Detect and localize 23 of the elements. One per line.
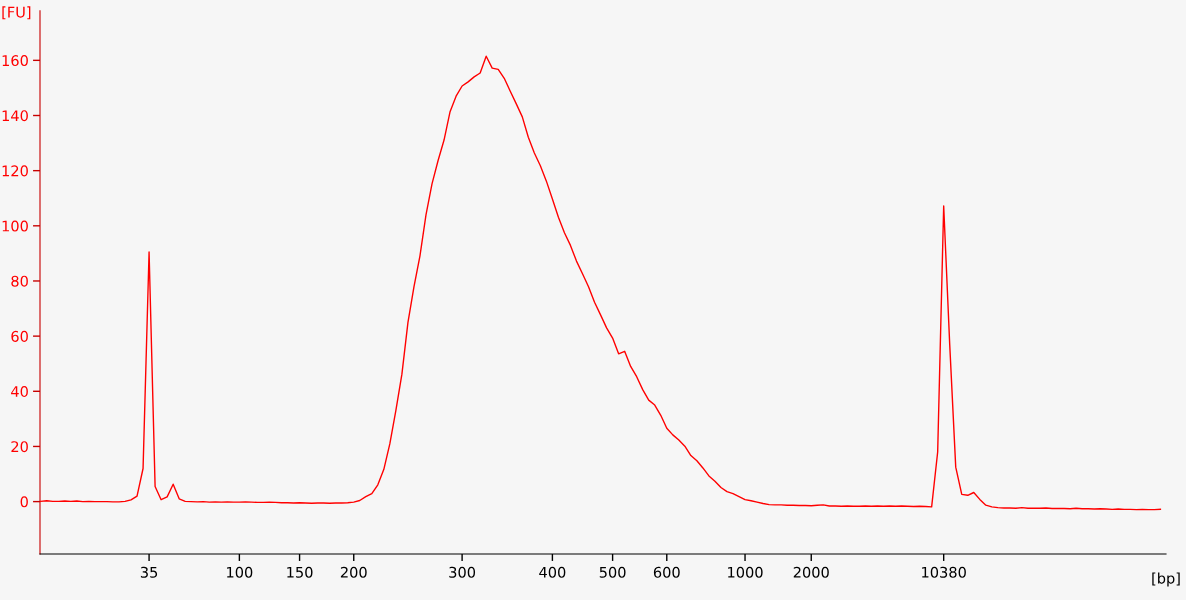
y-tick-label: 80 bbox=[11, 275, 28, 287]
y-tick-label: 140 bbox=[2, 110, 28, 122]
x-tick-label: 2000 bbox=[793, 566, 829, 578]
y-tick-label: 0 bbox=[20, 496, 28, 508]
x-tick-label: 150 bbox=[287, 566, 313, 578]
y-tick-label: 100 bbox=[2, 220, 28, 232]
y-tick-label: 20 bbox=[11, 441, 28, 453]
line-series bbox=[40, 55, 1162, 511]
x-tick-label: 35 bbox=[140, 566, 158, 578]
y-tick-label: 160 bbox=[2, 55, 28, 67]
x-tick-label: 1000 bbox=[728, 566, 763, 578]
x-axis-title: [bp] bbox=[1152, 572, 1180, 587]
x-tick-label: 400 bbox=[539, 566, 566, 578]
y-axis-title: [FU] bbox=[2, 6, 31, 20]
x-tick-label: 10380 bbox=[922, 566, 966, 578]
x-tick-label: 500 bbox=[599, 566, 626, 578]
x-tick-label: 600 bbox=[653, 566, 680, 578]
y-tick-label: 40 bbox=[11, 386, 28, 398]
x-tick-label: 100 bbox=[227, 566, 253, 578]
y-tick-label: 120 bbox=[2, 165, 28, 177]
x-tick-label: 300 bbox=[449, 566, 476, 578]
y-tick-label: 60 bbox=[11, 330, 28, 342]
x-tick-label: 200 bbox=[340, 566, 367, 578]
